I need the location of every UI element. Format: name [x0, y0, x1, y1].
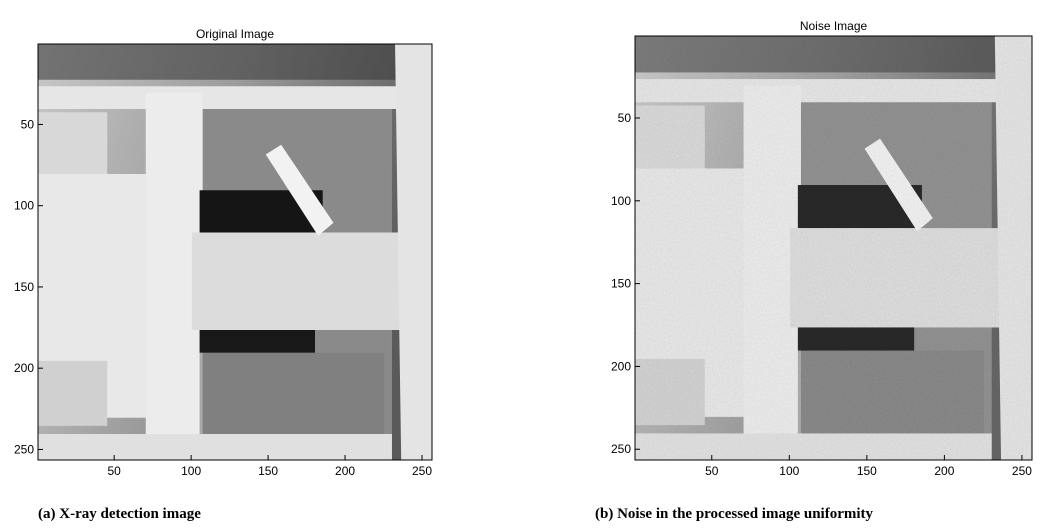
y-tick-label: 150: [611, 277, 631, 291]
y-tick-label: 200: [611, 359, 631, 373]
axes-frame: [634, 35, 1033, 461]
chart-title: Noise Image: [800, 19, 868, 33]
y-tick-label: 250: [611, 442, 631, 456]
x-tick-label: 200: [934, 464, 954, 478]
x-tick-label: 100: [181, 464, 201, 478]
y-tick-label: 50: [618, 111, 632, 125]
y-tick-label: 100: [14, 199, 34, 213]
y-tick-label: 100: [611, 194, 631, 208]
y-tick-label: 50: [21, 117, 35, 131]
x-tick-label: 200: [335, 464, 355, 478]
axes-frame: [37, 43, 433, 461]
y-tick-label: 150: [14, 280, 34, 294]
x-tick-label: 150: [258, 464, 278, 478]
caption: (b) Noise in the processed image uniform…: [595, 506, 874, 522]
image: [635, 36, 1032, 460]
caption: (a) X-ray detection image: [38, 506, 201, 522]
y-tick-label: 200: [14, 361, 34, 375]
x-tick-label: 250: [412, 464, 432, 478]
x-tick-label: 100: [779, 464, 799, 478]
x-tick-label: 50: [108, 464, 122, 478]
x-tick-label: 150: [857, 464, 877, 478]
image: [38, 44, 432, 460]
y-tick-label: 250: [14, 442, 34, 456]
x-tick-label: 50: [705, 464, 719, 478]
chart-title: Original Image: [196, 27, 274, 41]
x-tick-label: 250: [1012, 464, 1032, 478]
